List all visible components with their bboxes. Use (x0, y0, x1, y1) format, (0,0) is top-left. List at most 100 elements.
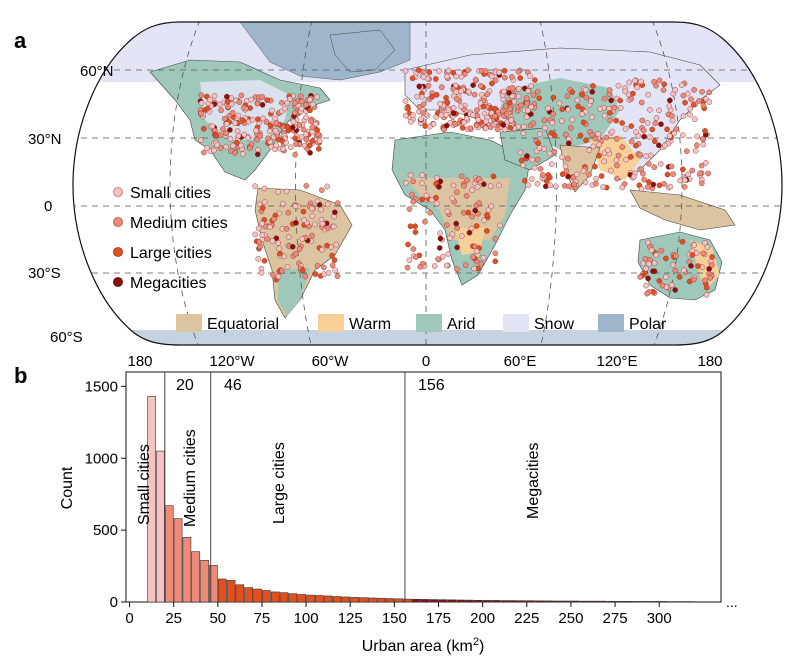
city-dot (500, 122, 507, 128)
histogram-bar (323, 595, 333, 603)
city-dot (681, 184, 688, 190)
city-dot (622, 126, 629, 132)
x-tick-label: 50 (209, 610, 226, 627)
city-dot (209, 123, 216, 130)
city-dot (687, 112, 693, 118)
city-dot (488, 73, 495, 80)
histogram-bar (315, 595, 324, 603)
city-dot (671, 130, 677, 137)
city-dot (641, 176, 647, 183)
city-dot (476, 200, 482, 206)
city-dot (300, 267, 306, 273)
city-dot (646, 179, 652, 185)
city-dot (472, 207, 479, 214)
city-dot (408, 119, 414, 125)
city-dot (471, 265, 477, 272)
city-dot (241, 131, 247, 138)
city-dot (198, 92, 205, 98)
city-dot (528, 104, 535, 110)
city-dot (253, 127, 259, 134)
x-tick-label: 275 (603, 610, 628, 627)
city-dot (682, 177, 688, 184)
city-dot (406, 257, 413, 264)
city-dot (542, 183, 549, 190)
city-dot (534, 156, 541, 163)
city-dot (445, 107, 452, 114)
city-dot (284, 264, 291, 270)
city-dot (198, 137, 204, 143)
city-dot (688, 263, 694, 269)
city-dot (443, 222, 450, 228)
city-dot (708, 262, 715, 268)
city-dot (303, 114, 309, 121)
city-dot (524, 153, 530, 159)
x-axis-title-end: ) (479, 638, 484, 655)
city-dot (481, 181, 487, 188)
city-dot (286, 234, 292, 240)
city-dot (214, 141, 220, 148)
city-dot (683, 148, 690, 154)
city-dot (664, 171, 671, 178)
city-dot (656, 77, 663, 84)
city-dot (410, 198, 417, 205)
city-dot (444, 99, 451, 106)
lon-label-60w: 60°W (312, 353, 350, 370)
city-dot (488, 110, 495, 116)
city-dot (506, 99, 513, 106)
city-dot (515, 93, 522, 100)
city-dot (298, 105, 305, 112)
city-dot (449, 195, 456, 202)
histogram-bar (659, 601, 668, 603)
city-dot (419, 94, 425, 100)
city-dot (412, 223, 418, 230)
legend-swatch-polar (598, 314, 624, 332)
city-dot (310, 101, 316, 108)
city-dot (582, 179, 589, 186)
city-dot (300, 126, 307, 133)
city-dot (255, 116, 261, 123)
city-dot (706, 89, 713, 96)
city-dot (314, 94, 320, 100)
city-dot (303, 102, 309, 108)
city-dot (269, 238, 276, 244)
city-dot (579, 91, 585, 97)
city-dot (523, 95, 530, 101)
city-dot (453, 89, 460, 95)
city-dot (528, 176, 535, 183)
city-dot (473, 223, 480, 229)
city-dot (565, 183, 572, 190)
city-dot (550, 94, 557, 101)
legend-label-small: Small cities (130, 185, 211, 202)
city-dot (658, 121, 664, 128)
city-dot (319, 220, 326, 227)
city-dot (443, 122, 450, 129)
city-dot (565, 106, 572, 113)
lat-label-30s: 30°S (28, 265, 61, 282)
city-dot (623, 156, 629, 163)
city-dot (454, 225, 460, 232)
city-dot (404, 264, 411, 271)
bars (147, 396, 695, 603)
city-dot (230, 142, 236, 149)
city-dot (539, 172, 546, 178)
city-dot (704, 244, 711, 250)
city-dot (458, 73, 465, 80)
city-dot (290, 119, 297, 125)
city-dot (586, 171, 592, 178)
city-dot (264, 97, 270, 103)
city-dot (319, 187, 325, 193)
city-dot (259, 94, 266, 100)
histogram-bar (429, 599, 439, 603)
city-dot (279, 100, 285, 106)
city-dot (656, 182, 663, 189)
city-dot (600, 184, 606, 190)
city-dot (301, 217, 307, 223)
city-dot (436, 245, 443, 251)
city-dot (284, 100, 291, 106)
histogram-bar (412, 598, 421, 603)
city-dot (259, 232, 265, 238)
city-dot (663, 255, 669, 262)
city-dot (436, 184, 442, 190)
city-dot (615, 82, 622, 89)
city-dot (279, 268, 285, 274)
